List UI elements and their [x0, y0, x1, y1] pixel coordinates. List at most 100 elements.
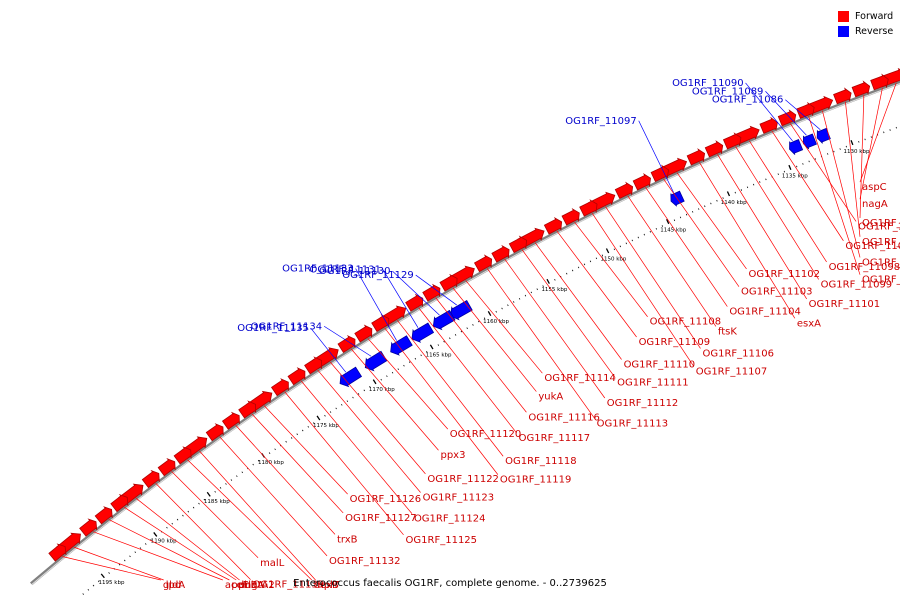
reverse-gene-arrow-OG1RF_11129[interactable]	[450, 299, 473, 321]
gene-label[interactable]: OG1RF_11111	[617, 378, 689, 389]
gene-label[interactable]: OG1RF_11095	[858, 221, 900, 232]
gene-label[interactable]: OG1RF_11124	[414, 514, 486, 525]
reverse-gene-arrow-OG1RF_11090[interactable]	[789, 139, 804, 155]
forward-gene-arrow-OG1RF_11109[interactable]	[543, 217, 563, 235]
gene-label[interactable]: OG1RF_11107	[696, 366, 768, 377]
gene-label[interactable]: ppx3	[440, 450, 465, 461]
forward-gene-arrow-aceF[interactable]	[79, 518, 98, 537]
forward-gene-arrow-OG1RF_11101[interactable]	[704, 140, 724, 158]
gene-label[interactable]: OG1RF_11133	[282, 264, 354, 275]
gene-label[interactable]: OG1RF_11135	[237, 323, 309, 334]
reverse-gene-arrow-OG1RF_11131[interactable]	[411, 322, 435, 343]
gene-label[interactable]: OG1RF_11123	[423, 492, 495, 503]
gene-label[interactable]: esxA	[797, 318, 821, 329]
reverse-gene-arrow-OG1RF_11089[interactable]	[802, 133, 817, 150]
gene-label[interactable]: trxB	[337, 534, 358, 545]
gene-label[interactable]: OG1RF_11106	[702, 348, 774, 359]
gene-label[interactable]: OG1RF_11089	[692, 86, 764, 97]
gene-label[interactable]: OG1RF_11099	[821, 279, 893, 290]
gene-label[interactable]: OG1RF_11104	[729, 307, 801, 318]
gene-label[interactable]: OG1RF_11127	[345, 513, 417, 524]
gene-label[interactable]: OG1RF_11120	[450, 429, 522, 440]
forward-gene-arrow-OG1RF_11139[interactable]	[141, 469, 160, 489]
gene-label[interactable]: dexB	[314, 580, 339, 591]
forward-gene-arrow-ppx3[interactable]	[337, 335, 356, 353]
gene-label[interactable]: OG1RF_11114	[544, 373, 616, 384]
gene-label[interactable]: OG1RF_11091	[862, 218, 900, 229]
gene-label[interactable]: pdhA	[238, 580, 264, 591]
forward-gene-arrow-OG1RF_11108[interactable]	[561, 207, 580, 226]
gene-label[interactable]: OG1RF_11093	[862, 257, 900, 268]
gene-label[interactable]: OG1RF_11090	[672, 78, 744, 89]
forward-gene-arrow-OG1RF_11116[interactable]	[422, 283, 441, 302]
forward-gene-arrow-OG1RF_11107[interactable]	[579, 199, 598, 217]
gene-label[interactable]: OG1RF_11132	[329, 556, 401, 567]
gene-label[interactable]: OG1RF_11130	[319, 266, 391, 277]
forward-gene-arrow-gldA[interactable]	[48, 543, 67, 562]
gene-label[interactable]: aceF	[225, 580, 249, 591]
forward-gene-arrow-esxA[interactable]	[686, 148, 706, 166]
gene-label[interactable]: OG1RF_11113	[597, 418, 669, 429]
gene-label[interactable]: yukA	[538, 392, 563, 403]
gene-label[interactable]: OG1RF_11108	[650, 317, 722, 328]
forward-gene-arrow-OG1RF_11103[interactable]	[650, 164, 669, 182]
forward-gene-arrow-OG1RF_11104[interactable]	[632, 173, 651, 191]
gene-label[interactable]: OG1RF_11092	[862, 237, 900, 248]
gene-label[interactable]: nplT	[318, 580, 340, 591]
forward-gene-arrow-OG1RF_11095[interactable]	[777, 109, 797, 127]
forward-gene-arrow-OG1RF_11096[interactable]	[759, 116, 778, 134]
reverse-gene-arrow-OG1RF_11135[interactable]	[339, 366, 363, 388]
forward-gene-arrow-OG1RF_11113[interactable]	[473, 254, 493, 273]
forward-gene-arrow-OG1RF_11112[interactable]	[491, 244, 510, 263]
gene-label[interactable]: OG1RF_11102	[748, 269, 820, 280]
gene-label[interactable]: OG1RF_11097	[565, 116, 637, 127]
gene-label[interactable]: mgtA2	[242, 580, 275, 591]
gene-label[interactable]: nagA	[862, 199, 888, 210]
forward-gene-arrow-OG1RF_11111[interactable]	[508, 235, 527, 254]
forward-gene-arrow-pdhB[interactable]	[94, 506, 113, 525]
gene-label[interactable]: OG1RF_11118	[505, 456, 577, 467]
gene-label[interactable]: OG1RF_11103	[741, 287, 813, 298]
gene-label[interactable]: OG1RF_11129	[342, 270, 414, 281]
forward-gene-arrow-OG1RF_11127[interactable]	[238, 400, 257, 419]
gene-label[interactable]: OG1RF_11119	[500, 475, 572, 486]
gene-label[interactable]: OG1RF_11117	[519, 433, 591, 444]
gene-label[interactable]: ftsK	[718, 326, 737, 337]
forward-gene-arrow-nagA[interactable]	[870, 73, 889, 91]
gene-label[interactable]: malL	[260, 558, 285, 569]
forward-gene-arrow-OG1RF_11099[interactable]	[722, 132, 742, 150]
gene-label[interactable]: OG1RF_11096	[845, 241, 900, 252]
gene-label[interactable]: OG1RF_11109	[639, 337, 711, 348]
reverse-gene-arrow-OG1RF_11086[interactable]	[816, 127, 831, 144]
gene-label[interactable]: OG1RF_11110	[624, 360, 696, 371]
gene-label[interactable]: OG1RF_11139	[253, 580, 325, 591]
reverse-gene-arrow-OG1RF_11133[interactable]	[390, 335, 413, 356]
forward-gene-arrow-OG1RF_11125[interactable]	[270, 378, 289, 397]
gene-label[interactable]: pdhB	[231, 580, 257, 591]
gene-label[interactable]: OG1RF_11126	[350, 494, 422, 505]
gene-label[interactable]: OG1RF_11131	[309, 265, 381, 276]
forward-gene-arrow-OG1RF_11091[interactable]	[851, 80, 871, 98]
gene-label[interactable]: OG1RF_11101	[809, 299, 881, 310]
forward-gene-arrow-OG1RF_11120[interactable]	[354, 324, 373, 343]
forward-gene-arrow-dexB[interactable]	[173, 446, 192, 465]
forward-gene-arrow-malL[interactable]	[157, 458, 176, 477]
gene-label[interactable]: OG1RF_11086	[712, 95, 784, 106]
forward-gene-arrow-OG1RF_11123[interactable]	[304, 356, 322, 375]
gene-label[interactable]: OG1RF_11112	[607, 398, 679, 409]
reverse-gene-arrow-OG1RF_11134[interactable]	[364, 350, 388, 372]
gene-label[interactable]: OG1RF_11125	[406, 535, 478, 546]
forward-gene-arrow-ftsK[interactable]	[614, 181, 634, 200]
gene-label[interactable]: aspC	[862, 182, 887, 193]
gene-label[interactable]: gldA	[163, 580, 185, 591]
gene-label[interactable]: OG1RF_11098	[829, 262, 900, 273]
forward-gene-arrow-OG1RF_11132[interactable]	[205, 423, 224, 442]
forward-gene-arrow-OG1RF_11092[interactable]	[833, 87, 852, 105]
gene-label[interactable]: OG1RF_11094	[862, 275, 900, 286]
forward-gene-arrow-yukA[interactable]	[439, 273, 458, 292]
gene-label[interactable]: OG1RF_11116	[528, 412, 600, 423]
gene-label[interactable]: OG1RF_11122	[427, 474, 499, 485]
gene-label[interactable]: lpd	[166, 580, 181, 591]
forward-gene-arrow-trxB[interactable]	[221, 411, 240, 430]
forward-gene-arrow-pdhA[interactable]	[110, 493, 129, 513]
